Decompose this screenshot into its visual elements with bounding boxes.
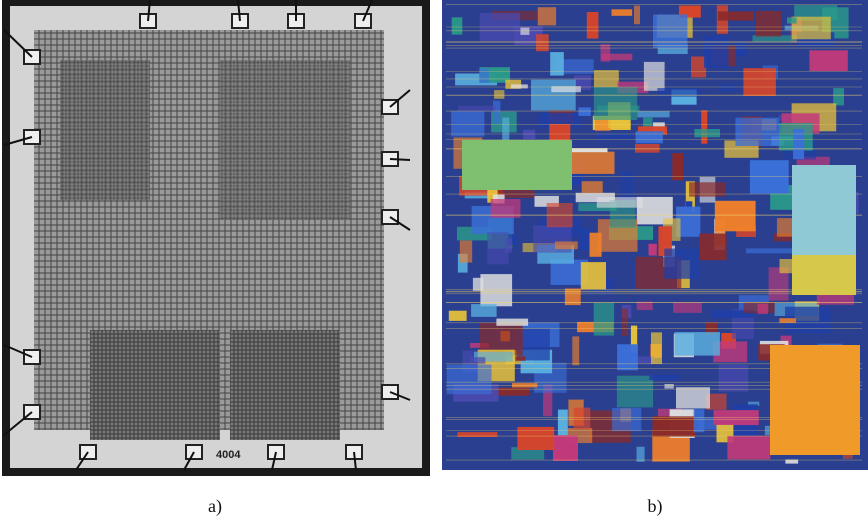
die-block [735, 118, 779, 146]
die-block [718, 84, 738, 91]
die-block [597, 197, 643, 208]
die-block [471, 304, 497, 317]
die-block [558, 410, 568, 436]
die-block [817, 295, 854, 305]
die-block [637, 111, 669, 117]
die-block [523, 130, 535, 139]
die-block [220, 60, 350, 220]
die-block [460, 241, 472, 263]
die-block [520, 28, 529, 35]
panel-label: a) [208, 496, 222, 517]
die-block [649, 244, 657, 256]
panel-b-image [442, 0, 868, 470]
die-block [664, 249, 699, 279]
die-block [694, 129, 720, 137]
chip-marking: 4004 [216, 449, 241, 461]
die-block [676, 387, 710, 408]
die-block [578, 107, 590, 116]
die-block [473, 278, 483, 291]
die-block [502, 118, 509, 140]
die-block [60, 60, 150, 200]
die-block [574, 408, 590, 429]
die-block [675, 332, 720, 356]
die-block [494, 90, 504, 99]
die-block [635, 144, 660, 153]
die-block [809, 50, 847, 71]
die-block [643, 118, 652, 127]
die-block [487, 232, 508, 264]
die-block [715, 201, 756, 232]
die-block [673, 302, 702, 313]
die-block [750, 160, 789, 194]
die-block [694, 409, 705, 432]
die-block [587, 12, 599, 39]
die-block [570, 152, 615, 174]
die-block [756, 11, 781, 37]
die-block [515, 356, 525, 361]
die-block [718, 11, 754, 20]
die-block [594, 303, 614, 336]
die-block [743, 68, 776, 96]
die-block [617, 344, 638, 370]
die-block [622, 309, 629, 337]
die-block [651, 332, 662, 364]
die-block [736, 41, 747, 55]
die-block [496, 319, 528, 326]
cache-block [792, 165, 856, 255]
die-block [458, 106, 495, 112]
die-block [612, 9, 633, 16]
die-block [649, 375, 678, 380]
die-block [746, 248, 792, 253]
die-block [793, 129, 804, 159]
page: 4004 a) b) (() => { const data = JSON.pa… [0, 0, 868, 520]
die-block [634, 6, 640, 25]
die-block [601, 44, 611, 61]
die-block [665, 384, 674, 389]
cache-block [770, 345, 860, 455]
die-block [572, 336, 579, 365]
die-block [833, 88, 844, 105]
panel-a-image: 4004 [2, 0, 430, 476]
cache-block [462, 140, 572, 190]
die-block [555, 242, 578, 250]
die-block [792, 17, 831, 40]
cache-block [792, 255, 856, 295]
die-block [447, 365, 492, 395]
die-block [617, 376, 653, 408]
panel-label: b) [648, 496, 663, 517]
die-block [727, 436, 770, 460]
die-block [699, 234, 726, 261]
die-block [449, 311, 467, 321]
die-block [536, 34, 549, 51]
die-block [553, 435, 578, 461]
die-block [479, 68, 489, 83]
die-block [451, 111, 484, 136]
die-block [704, 36, 728, 68]
figure: 4004 a) b) [0, 0, 868, 520]
die-block [701, 110, 707, 143]
die-block [636, 131, 663, 143]
die-block [590, 233, 602, 257]
die-block [469, 357, 485, 364]
die-block [787, 17, 797, 23]
die-block [689, 182, 725, 196]
die-block [637, 447, 645, 462]
die-block [538, 7, 556, 25]
die-block [758, 304, 768, 314]
die-block [582, 181, 603, 193]
die-block [493, 101, 500, 124]
die-block [581, 262, 606, 289]
die-block [550, 52, 564, 76]
die-block [230, 330, 340, 440]
die-block [452, 17, 463, 34]
die-block [594, 87, 637, 120]
die-block [691, 57, 706, 78]
bond-wire [390, 159, 410, 160]
die-block [90, 330, 220, 440]
die-block [644, 62, 665, 91]
die-block [653, 15, 687, 49]
die-block [779, 318, 796, 323]
die-block [511, 84, 528, 88]
die-block [480, 274, 512, 306]
